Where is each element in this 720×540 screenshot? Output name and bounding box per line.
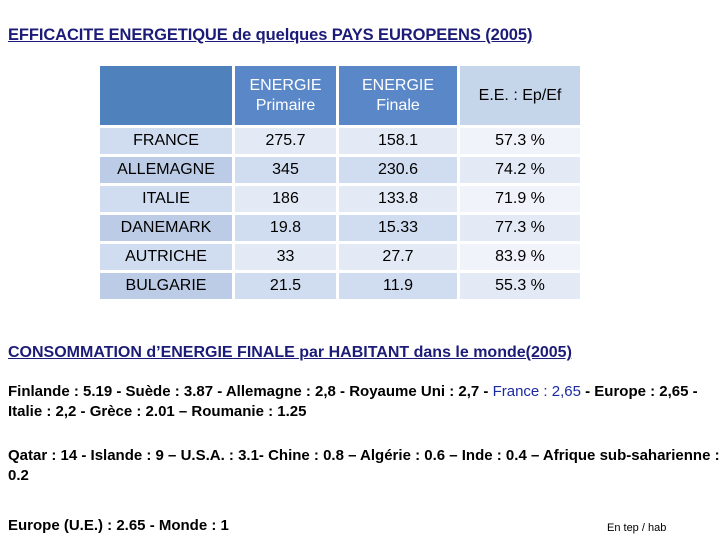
table-row: DANEMARK 19.8 15.33 77.3 % <box>100 213 580 244</box>
table-header-row: ENERGIE Primaire ENERGIE Finale E.E. : E… <box>100 66 580 128</box>
energy-efficiency-table: ENERGIE Primaire ENERGIE Finale E.E. : E… <box>100 66 580 302</box>
cell-primaire: 275.7 <box>232 126 338 157</box>
table-row: ITALIE 186 133.8 71.9 % <box>100 184 580 215</box>
consommation-title: CONSOMMATION d’ENERGIE FINALE par HABITA… <box>8 344 572 361</box>
cell-ee: 71.9 % <box>457 184 580 215</box>
cell-country: BULGARIE <box>100 271 234 302</box>
cell-ee: 83.9 % <box>457 242 580 273</box>
header-ee: E.E. : Ep/Ef <box>457 66 580 128</box>
cell-finale: 15.33 <box>336 213 459 244</box>
europe-values-part1: Finlande : 5.19 - Suède : 3.87 - Allemag… <box>8 383 493 400</box>
cell-ee: 77.3 % <box>457 213 580 244</box>
header-country <box>100 66 234 128</box>
cell-country: ALLEMAGNE <box>100 155 234 186</box>
consommation-summary: Europe (U.E.) : 2.65 - Monde : 1 <box>8 517 229 534</box>
page-title: EFFICACITE ENERGETIQUE de quelques PAYS … <box>8 26 533 44</box>
table-row: BULGARIE 21.5 11.9 55.3 % <box>100 271 580 302</box>
table-row: FRANCE 275.7 158.1 57.3 % <box>100 126 580 157</box>
cell-ee: 57.3 % <box>457 126 580 157</box>
cell-country: ITALIE <box>100 184 234 215</box>
unit-note: En tep / hab <box>607 522 667 534</box>
consommation-europe-paragraph: Finlande : 5.19 - Suède : 3.87 - Allemag… <box>8 382 713 422</box>
consommation-world-paragraph: Qatar : 14 - Islande : 9 – U.S.A. : 3.1-… <box>8 447 720 484</box>
header-energie-finale: ENERGIE Finale <box>336 66 459 128</box>
france-highlight: France : 2,65 <box>492 383 581 400</box>
cell-primaire: 21.5 <box>232 271 338 302</box>
table-row: AUTRICHE 33 27.7 83.9 % <box>100 242 580 273</box>
cell-primaire: 19.8 <box>232 213 338 244</box>
cell-finale: 11.9 <box>336 271 459 302</box>
europe-values-part2: - Europe : 2,65 - Italie : 2,2 - Grèce :… <box>8 383 698 420</box>
table-row: ALLEMAGNE 345 230.6 74.2 % <box>100 155 580 186</box>
cell-country: FRANCE <box>100 126 234 157</box>
cell-primaire: 345 <box>232 155 338 186</box>
cell-primaire: 186 <box>232 184 338 215</box>
header-energie-primaire: ENERGIE Primaire <box>232 66 338 128</box>
cell-country: AUTRICHE <box>100 242 234 273</box>
cell-finale: 230.6 <box>336 155 459 186</box>
cell-primaire: 33 <box>232 242 338 273</box>
cell-finale: 158.1 <box>336 126 459 157</box>
cell-finale: 27.7 <box>336 242 459 273</box>
cell-ee: 55.3 % <box>457 271 580 302</box>
cell-finale: 133.8 <box>336 184 459 215</box>
cell-ee: 74.2 % <box>457 155 580 186</box>
cell-country: DANEMARK <box>100 213 234 244</box>
